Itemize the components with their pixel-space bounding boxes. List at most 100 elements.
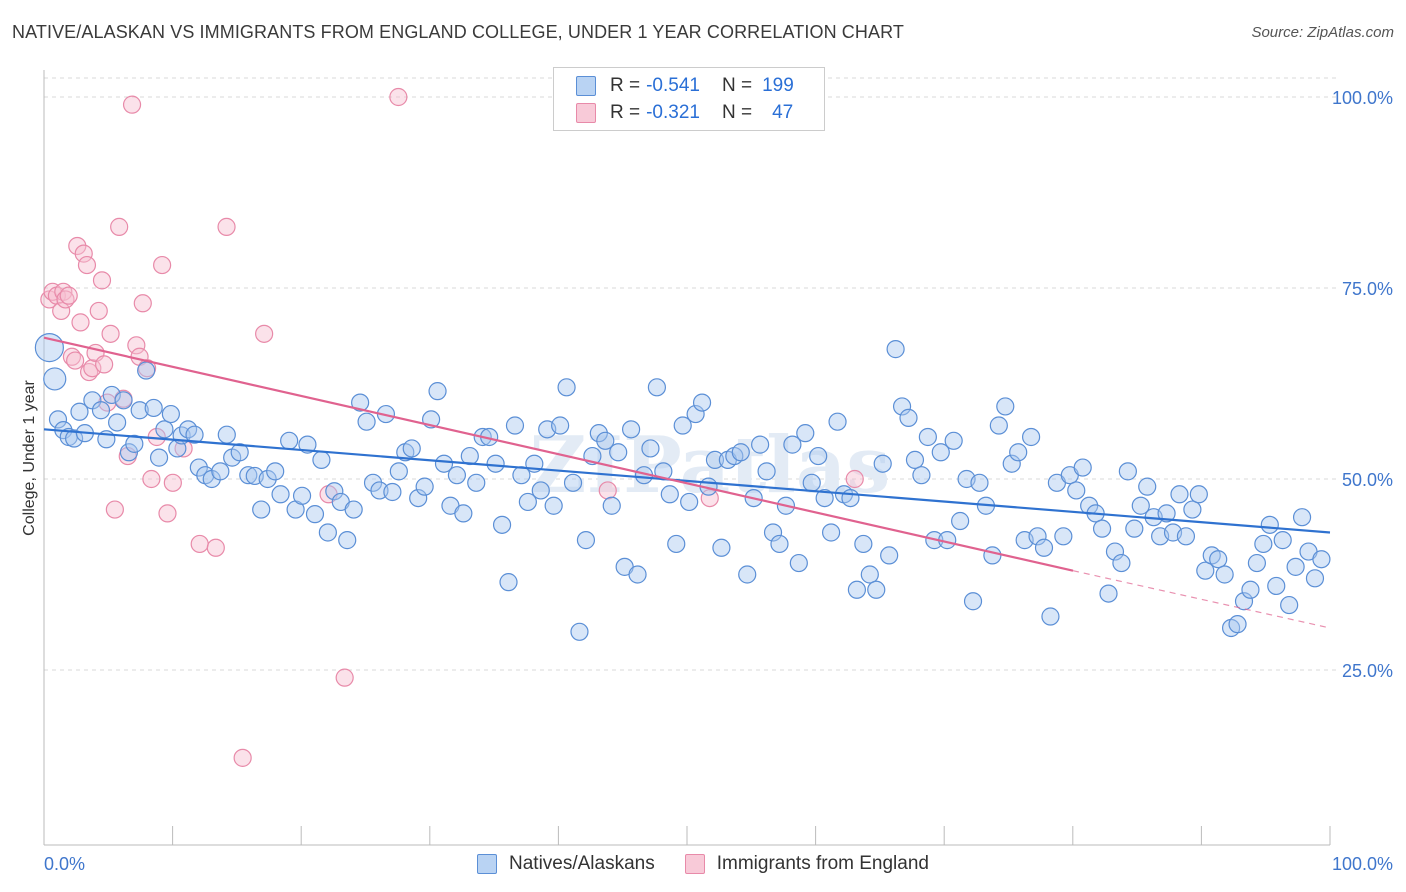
point-natives-alaskans — [789, 553, 808, 573]
point-immigrants-england — [598, 481, 617, 500]
point-natives-alaskans — [1312, 550, 1331, 569]
point-natives-alaskans — [912, 466, 931, 485]
point-natives-alaskans — [1125, 519, 1144, 538]
point-immigrants-england — [92, 271, 112, 290]
point-natives-alaskans — [647, 378, 667, 397]
point-natives-alaskans — [1099, 584, 1118, 603]
point-natives-alaskans — [815, 489, 834, 508]
x-tick-label: 100.0% — [1332, 854, 1393, 874]
legend-swatch-blue — [576, 76, 596, 96]
point-natives-alaskans — [680, 492, 699, 512]
point-natives-alaskans — [505, 416, 525, 435]
point-natives-alaskans — [125, 434, 144, 453]
point-natives-alaskans — [802, 473, 821, 492]
point-natives-alaskans — [918, 427, 937, 447]
point-natives-alaskans — [492, 515, 512, 534]
legend-label-england: Immigrants from England — [716, 853, 929, 874]
point-natives-alaskans — [258, 469, 277, 489]
point-immigrants-england — [206, 538, 225, 557]
point-immigrants-england — [163, 473, 182, 492]
point-immigrants-england — [122, 95, 142, 114]
point-natives-alaskans — [1254, 534, 1273, 554]
point-immigrants-england — [74, 244, 93, 263]
point-natives-alaskans — [1041, 607, 1060, 626]
point-natives-alaskans — [828, 412, 847, 431]
point-natives-alaskans — [1286, 557, 1305, 576]
point-natives-alaskans — [589, 424, 608, 443]
point-natives-alaskans — [252, 500, 271, 519]
point-natives-alaskans — [434, 454, 454, 473]
point-natives-alaskans — [660, 485, 679, 504]
point-natives-alaskans — [280, 431, 299, 450]
point-natives-alaskans — [570, 622, 589, 641]
y-tick-label: 100.0% — [1332, 88, 1393, 108]
axes — [43, 70, 1331, 846]
point-natives-alaskans — [796, 424, 815, 443]
correlation-legend: R = -0.541 N = 199 R = -0.321 N = 47 — [553, 67, 825, 131]
point-natives-alaskans — [409, 489, 428, 508]
point-natives-alaskans — [1189, 485, 1208, 504]
point-natives-alaskans — [1215, 565, 1234, 584]
point-natives-alaskans — [983, 546, 1002, 565]
legend-n-value: 199 — [762, 75, 794, 96]
point-natives-alaskans — [1009, 443, 1028, 462]
point-natives-alaskans — [1209, 550, 1228, 569]
point-natives-alaskans — [841, 489, 860, 508]
legend-n-value: 47 — [772, 102, 794, 123]
point-natives-alaskans — [266, 462, 285, 481]
point-immigrants-england — [89, 301, 108, 321]
point-immigrants-england — [233, 748, 252, 767]
point-natives-alaskans — [641, 439, 660, 458]
point-natives-alaskans — [292, 486, 312, 505]
point-immigrants-england — [335, 668, 354, 687]
watermark: ZIPatlas — [530, 420, 891, 511]
trend-line-england — [43, 336, 1074, 572]
point-natives-alaskans — [338, 531, 357, 550]
point-natives-alaskans — [1241, 580, 1260, 599]
point-natives-alaskans — [1157, 504, 1176, 523]
point-natives-alaskans — [149, 448, 169, 467]
point-immigrants-england — [71, 313, 90, 332]
point-natives-alaskans — [1196, 561, 1215, 580]
point-natives-alaskans — [551, 416, 570, 435]
point-natives-alaskans — [185, 425, 204, 444]
point-immigrants-england — [255, 324, 274, 343]
point-natives-alaskans — [155, 420, 174, 439]
point-immigrants-england — [83, 359, 102, 378]
point-natives-alaskans — [731, 443, 750, 462]
legend-n-label: N = — [721, 102, 753, 123]
point-natives-alaskans — [1112, 553, 1131, 573]
point-natives-alaskans — [312, 450, 331, 469]
point-natives-alaskans — [1105, 542, 1125, 561]
chart-source: Source: ZipAtlas.com — [1251, 24, 1394, 41]
grid-lines — [44, 77, 1338, 671]
point-natives-alaskans — [854, 534, 873, 554]
point-natives-alaskans — [770, 534, 789, 554]
point-immigrants-england — [110, 217, 129, 236]
point-natives-alaskans — [239, 466, 258, 485]
y-tick-label: 75.0% — [1342, 279, 1393, 299]
point-natives-alaskans — [402, 439, 421, 458]
point-natives-alaskans — [1260, 515, 1279, 534]
point-natives-alaskans — [905, 450, 925, 469]
point-immigrants-england — [133, 294, 152, 313]
point-natives-alaskans — [809, 446, 828, 466]
point-natives-alaskans — [576, 531, 596, 550]
point-immigrants-england — [389, 87, 408, 107]
legend-row-natives: R = -0.541 N = 199 — [576, 73, 794, 99]
point-natives-alaskans — [673, 416, 692, 435]
point-natives-alaskans — [712, 538, 731, 557]
point-natives-alaskans — [596, 431, 615, 450]
point-natives-alaskans — [486, 454, 505, 473]
point-immigrants-england — [95, 355, 114, 374]
series-legend: Natives/Alaskans Immigrants from England — [0, 851, 1406, 877]
point-natives-alaskans — [867, 580, 886, 599]
point-immigrants-england — [190, 534, 209, 554]
legend-swatch-pink — [576, 103, 596, 123]
point-natives-alaskans — [447, 466, 467, 485]
point-natives-alaskans — [1067, 481, 1086, 500]
point-natives-alaskans — [1176, 527, 1196, 546]
point-natives-alaskans — [467, 473, 486, 492]
point-natives-alaskans — [1054, 527, 1073, 546]
